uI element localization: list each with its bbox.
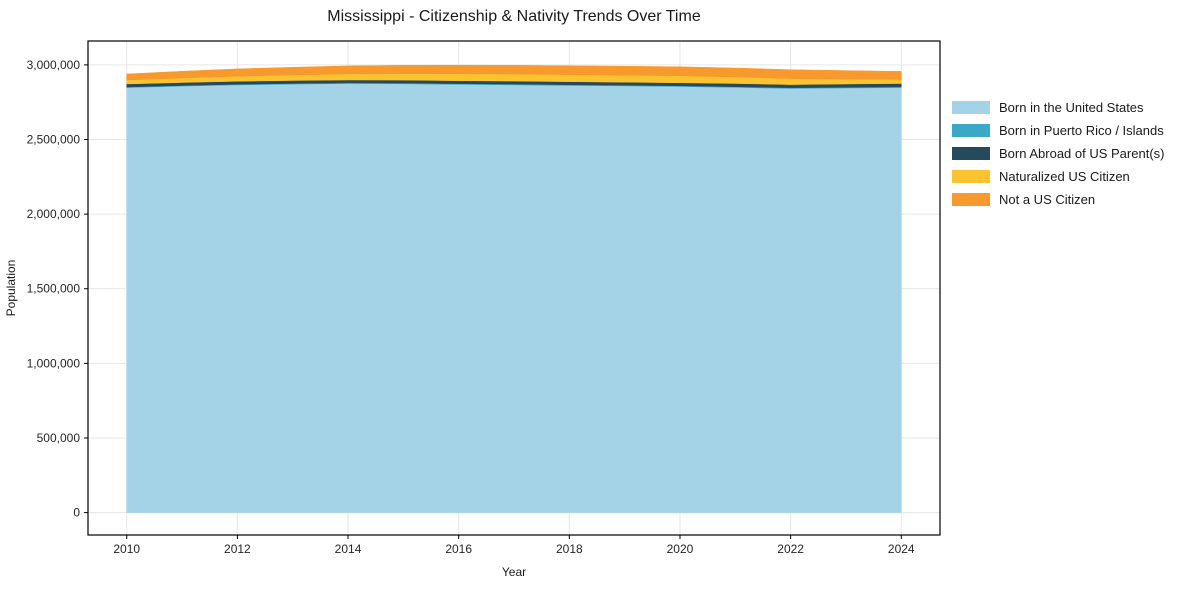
y-tick-label: 500,000 — [37, 431, 81, 445]
x-tick-label: 2010 — [113, 542, 140, 556]
area-not-a-us-citizen — [126, 64, 902, 81]
legend-swatch-icon — [952, 124, 990, 137]
area-born-in-the-united-states — [126, 83, 902, 513]
y-tick-label: 1,500,000 — [27, 282, 81, 296]
y-axis-label: Population — [4, 260, 18, 317]
x-tick-label: 2016 — [445, 542, 472, 556]
y-tick-label: 3,000,000 — [27, 58, 81, 72]
x-tick-label: 2020 — [667, 542, 694, 556]
legend-label: Born Abroad of US Parent(s) — [999, 146, 1165, 161]
x-axis-label: Year — [502, 565, 526, 579]
legend-label: Born in the United States — [999, 100, 1144, 115]
legend-item: Born in Puerto Rico / Islands — [952, 123, 1164, 138]
plot-border — [87, 40, 941, 536]
stacked-area-layer — [126, 64, 902, 513]
x-tick-label: 2012 — [224, 542, 251, 556]
legend-swatch-icon — [952, 170, 990, 183]
y-tick-label: 1,000,000 — [27, 356, 81, 370]
legend-item: Born in the United States — [952, 100, 1164, 115]
legend-label: Naturalized US Citizen — [999, 169, 1130, 184]
legend-swatch-icon — [952, 101, 990, 114]
x-tick-label: 2018 — [556, 542, 583, 556]
y-tick-label: 2,500,000 — [27, 133, 81, 147]
legend-item: Not a US Citizen — [952, 192, 1164, 207]
legend-label: Not a US Citizen — [999, 192, 1096, 207]
x-tick-label: 2022 — [777, 542, 804, 556]
legend-item: Naturalized US Citizen — [952, 169, 1164, 184]
legend-item: Born Abroad of US Parent(s) — [952, 146, 1165, 161]
axis-layer: 2010 2012 2014 2016 2018 2020 2022 2024 0 500,000… — [27, 40, 941, 556]
y-tick-label: 0 — [73, 506, 80, 520]
x-tick-label: 2024 — [888, 542, 915, 556]
legend-label: Born in Puerto Rico / Islands — [999, 123, 1164, 138]
y-tick-label: 2,000,000 — [27, 207, 81, 221]
chart-title: Mississippi - Citizenship & Nativity Tre… — [327, 8, 701, 25]
legend-swatch-icon — [952, 147, 990, 160]
legend-swatch-icon — [952, 193, 990, 206]
x-tick-label: 2014 — [335, 542, 362, 556]
legend: Born in the United States Born in Puerto … — [952, 100, 1165, 207]
